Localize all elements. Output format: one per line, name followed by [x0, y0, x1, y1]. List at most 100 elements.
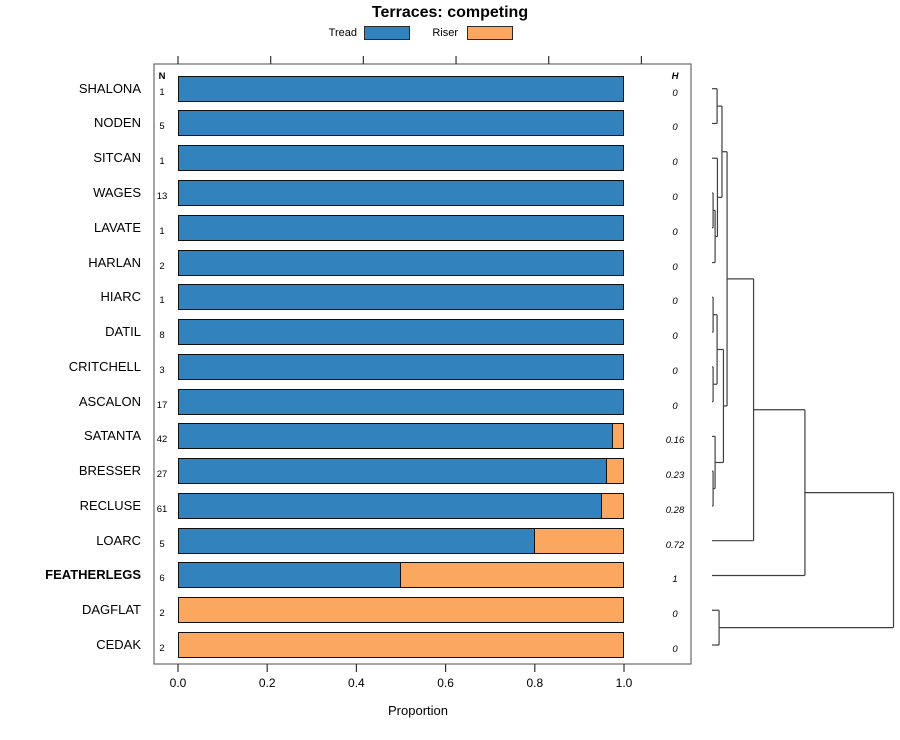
- bar-segment-tread: [178, 249, 624, 276]
- category-label: DATIL: [105, 324, 141, 340]
- stacked-bar: [178, 145, 624, 172]
- h-value: 0.28: [665, 504, 685, 516]
- stacked-bar: [178, 388, 624, 415]
- stacked-bar: [178, 214, 624, 241]
- h-value: 0: [672, 365, 678, 377]
- h-value: 0.72: [665, 539, 685, 551]
- bar-segment-riser: [178, 597, 624, 624]
- n-value: 13: [156, 191, 168, 202]
- bar-segment-riser: [602, 492, 624, 519]
- bar-segment-tread: [178, 75, 624, 102]
- n-value: 61: [156, 503, 168, 515]
- h-value: 0: [672, 226, 678, 238]
- x-tick-label: 0.0: [169, 676, 187, 690]
- bar-segment-tread: [178, 458, 608, 485]
- bar-segment-tread: [178, 423, 614, 450]
- stacked-bar: [178, 249, 624, 276]
- h-value: 0: [672, 122, 678, 134]
- category-label: LOARC: [96, 532, 141, 548]
- stacked-bar: [178, 527, 624, 554]
- stacked-bar: [178, 284, 624, 311]
- category-label: CEDAK: [96, 637, 141, 653]
- stacked-bar: [178, 423, 624, 450]
- legend-label-riser: Riser: [432, 27, 458, 39]
- n-value: 5: [159, 538, 165, 550]
- bar-segment-riser: [613, 423, 624, 450]
- h-value: 0: [672, 644, 678, 656]
- bar-segment-tread: [178, 527, 535, 554]
- x-axis-title: Proportion: [388, 703, 448, 718]
- bar-segment-tread: [178, 110, 624, 137]
- stacked-bar: [178, 562, 624, 589]
- category-label: RECLUSE: [79, 497, 141, 513]
- n-value: 1: [159, 295, 165, 307]
- stacked-bar: [178, 319, 624, 346]
- bar-segment-tread: [178, 145, 624, 172]
- category-label: SITCAN: [93, 150, 141, 166]
- h-value: 0.16: [665, 435, 685, 447]
- h-value: 0: [672, 87, 678, 99]
- h-value: 0: [672, 609, 678, 621]
- n-value: 42: [156, 434, 168, 446]
- bar-segment-tread: [178, 180, 624, 206]
- category-label: WAGES: [93, 185, 141, 200]
- h-value: 0: [672, 192, 678, 203]
- chart-title: Terraces: competing: [371, 4, 529, 21]
- x-tick-label: 1.0: [615, 676, 633, 690]
- category-label: SATANTA: [83, 428, 141, 444]
- stacked-bar: [178, 75, 624, 102]
- stacked-bar: [178, 458, 624, 485]
- bar-segment-tread: [178, 492, 603, 519]
- n-value: 5: [159, 121, 165, 133]
- x-tick-label: 0.2: [258, 676, 276, 690]
- legend-swatch-riser: [467, 26, 513, 40]
- n-value: 2: [159, 608, 165, 620]
- h-column-header: H: [671, 71, 679, 82]
- category-label: FEATHERLEGS: [45, 567, 141, 583]
- category-label: ASCALON: [78, 393, 141, 409]
- stacked-bar: [178, 597, 624, 624]
- stacked-bar: [178, 492, 624, 519]
- h-value: 0.23: [665, 470, 685, 482]
- bar-segment-riser: [534, 527, 624, 554]
- h-value: 0: [672, 261, 678, 273]
- n-value: 6: [159, 573, 165, 585]
- h-value: 0: [672, 296, 678, 308]
- h-value: 0: [672, 400, 678, 412]
- bar-segment-tread: [178, 388, 624, 415]
- bar-segment-tread: [178, 562, 401, 589]
- n-column-header: N: [158, 71, 166, 82]
- bar-segment-riser: [607, 458, 624, 485]
- category-label: BRESSER: [78, 463, 141, 479]
- x-tick-label: 0.8: [526, 676, 544, 690]
- stacked-bar: [178, 180, 624, 206]
- bar-segment-tread: [178, 214, 624, 241]
- bar-segment-riser: [401, 562, 624, 589]
- h-value: 1: [672, 574, 678, 586]
- n-value: 2: [159, 643, 165, 655]
- n-value: 17: [156, 399, 168, 411]
- h-value: 0: [672, 331, 678, 343]
- category-label: HIARC: [100, 289, 141, 305]
- category-label: NODEN: [94, 115, 141, 131]
- n-value: 1: [159, 156, 165, 168]
- legend-swatch-tread: [364, 26, 410, 40]
- category-label: LAVATE: [94, 219, 141, 235]
- category-label: CRITCHELL: [68, 358, 141, 374]
- category-label: DAGFLAT: [82, 602, 141, 618]
- category-label: HARLAN: [88, 254, 141, 270]
- bar-segment-tread: [178, 319, 624, 346]
- x-tick-label: 0.6: [437, 676, 454, 690]
- n-value: 1: [159, 86, 165, 98]
- x-tick-label: 0.4: [348, 676, 365, 690]
- stacked-bar: [178, 632, 624, 659]
- bar-segment-tread: [178, 284, 624, 311]
- n-value: 2: [159, 260, 165, 272]
- n-value: 1: [159, 225, 165, 237]
- legend-label-tread: Tread: [328, 27, 357, 39]
- bar-segment-riser: [178, 632, 624, 659]
- n-value: 8: [159, 330, 165, 342]
- bar-segment-tread: [178, 353, 624, 380]
